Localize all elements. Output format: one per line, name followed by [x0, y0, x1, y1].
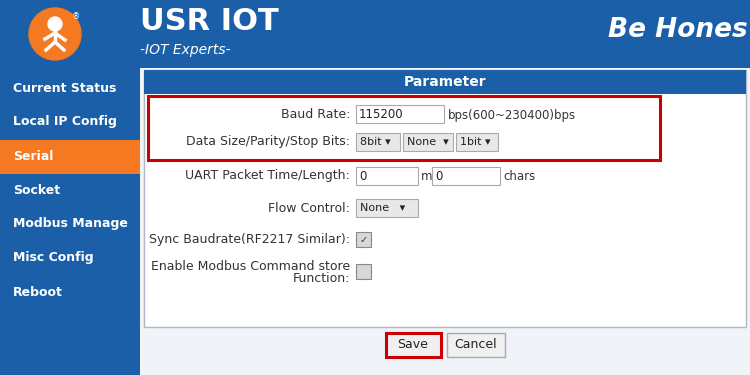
- Text: Modbus Manage: Modbus Manage: [13, 217, 128, 231]
- Bar: [144, 70, 746, 327]
- Text: UART Packet Time/Length:: UART Packet Time/Length:: [185, 170, 350, 183]
- Text: None   ▾: None ▾: [360, 203, 405, 213]
- Text: None  ▾: None ▾: [407, 137, 448, 147]
- FancyBboxPatch shape: [446, 333, 505, 357]
- Text: Baud Rate:: Baud Rate:: [280, 108, 350, 120]
- Text: 115200: 115200: [359, 108, 404, 120]
- Text: Sync Baudrate(RF2217 Similar):: Sync Baudrate(RF2217 Similar):: [149, 234, 350, 246]
- Text: ms: ms: [421, 171, 439, 183]
- Text: 0: 0: [435, 170, 442, 183]
- FancyBboxPatch shape: [356, 199, 418, 217]
- Bar: [0, 0, 750, 68]
- Text: 0: 0: [359, 170, 366, 183]
- Text: 1bit ▾: 1bit ▾: [460, 137, 490, 147]
- Text: 8bit ▾: 8bit ▾: [360, 137, 391, 147]
- FancyBboxPatch shape: [356, 232, 371, 247]
- Text: ✓: ✓: [359, 234, 368, 244]
- Text: Save: Save: [398, 339, 428, 351]
- Text: Flow Control:: Flow Control:: [268, 201, 350, 214]
- Text: -IOT Experts-: -IOT Experts-: [140, 43, 231, 57]
- Text: Current Status: Current Status: [13, 81, 116, 94]
- FancyBboxPatch shape: [356, 264, 371, 279]
- Bar: [0, 68, 750, 375]
- FancyBboxPatch shape: [403, 133, 453, 151]
- FancyBboxPatch shape: [456, 133, 498, 151]
- Text: USR IOT: USR IOT: [140, 8, 279, 36]
- Text: Enable Modbus Command store: Enable Modbus Command store: [151, 261, 350, 273]
- Bar: [0, 68, 140, 375]
- Text: Socket: Socket: [13, 183, 60, 196]
- Text: Data Size/Parity/Stop Bits:: Data Size/Parity/Stop Bits:: [186, 135, 350, 148]
- Text: Serial: Serial: [13, 150, 53, 162]
- Text: bps(600~230400)bps: bps(600~230400)bps: [448, 108, 576, 122]
- Bar: [140, 68, 750, 375]
- Text: Cancel: Cancel: [454, 339, 497, 351]
- Text: ®: ®: [72, 12, 80, 21]
- FancyBboxPatch shape: [356, 133, 400, 151]
- Circle shape: [29, 8, 81, 60]
- Bar: [0, 140, 140, 174]
- Circle shape: [48, 17, 62, 31]
- Text: Function:: Function:: [292, 273, 350, 285]
- Bar: [144, 70, 746, 94]
- Text: Misc Config: Misc Config: [13, 252, 94, 264]
- FancyBboxPatch shape: [432, 167, 500, 185]
- FancyBboxPatch shape: [356, 105, 444, 123]
- Text: Reboot: Reboot: [13, 285, 63, 298]
- Text: Be Hones: Be Hones: [608, 17, 748, 43]
- FancyBboxPatch shape: [356, 167, 418, 185]
- Text: Parameter: Parameter: [404, 75, 486, 89]
- FancyBboxPatch shape: [386, 333, 440, 357]
- Text: Local IP Config: Local IP Config: [13, 116, 117, 129]
- Text: chars: chars: [503, 171, 536, 183]
